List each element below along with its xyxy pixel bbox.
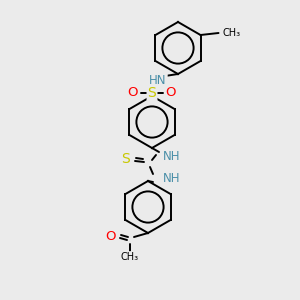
Text: O: O bbox=[128, 86, 138, 100]
Text: CH₃: CH₃ bbox=[223, 28, 241, 38]
Text: S: S bbox=[148, 86, 156, 100]
Text: NH: NH bbox=[163, 172, 181, 184]
Text: HN: HN bbox=[149, 74, 167, 86]
Text: CH₃: CH₃ bbox=[121, 252, 139, 262]
Text: O: O bbox=[166, 86, 176, 100]
Text: O: O bbox=[106, 230, 116, 242]
Text: S: S bbox=[122, 152, 130, 166]
Text: NH: NH bbox=[163, 151, 181, 164]
